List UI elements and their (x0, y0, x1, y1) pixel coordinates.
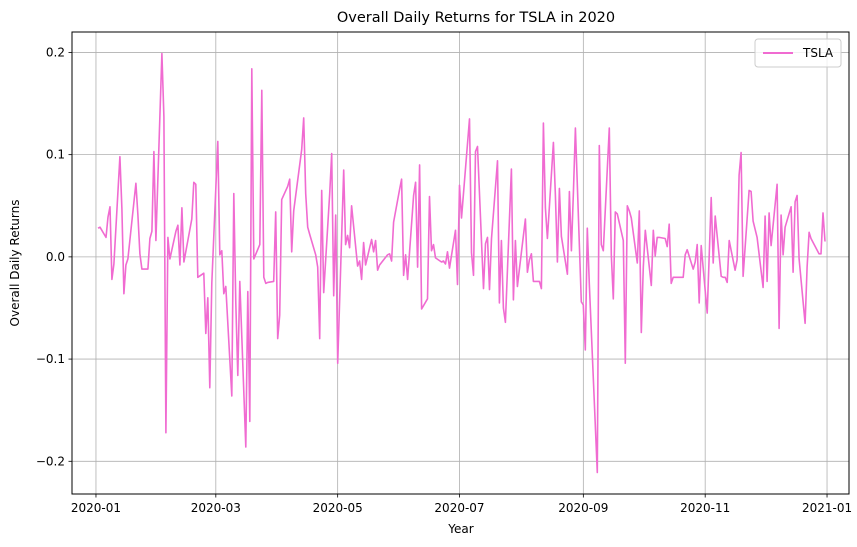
legend-label: TSLA (802, 46, 834, 60)
series-line-tsla (97, 52, 826, 474)
series-points (98, 53, 825, 472)
x-tick-label: 2020-11 (680, 501, 730, 515)
y-tick-label: 0.1 (46, 148, 65, 162)
x-tick-label: 2020-07 (434, 501, 484, 515)
x-tick-label: 2021-01 (802, 501, 852, 515)
x-tick-label: 2020-03 (191, 501, 241, 515)
plot-frame (71, 31, 850, 495)
chart-title: Overall Daily Returns for TSLA in 2020 (337, 10, 615, 26)
x-tick-label: 2020-05 (313, 501, 363, 515)
x-axis: 2020-01 2020-03 2020-05 2020-07 2020-09 2020-… (71, 494, 852, 515)
x-tick-label: 2020-09 (558, 501, 608, 515)
y-axis: 0.2 0.1 0.0 −0.1 −0.2 (36, 45, 72, 468)
x-tick-label: 2020-01 (71, 501, 121, 515)
x-axis-title: Year (447, 522, 473, 536)
y-tick-label: −0.1 (36, 352, 65, 366)
legend: TSLA (754, 38, 842, 68)
grid-lines (72, 32, 849, 494)
y-tick-label: 0.2 (46, 45, 65, 59)
y-axis-title: Overall Daily Returns (8, 200, 22, 327)
series-layer (97, 52, 826, 474)
y-tick-label: 0.0 (46, 250, 65, 264)
y-tick-label: −0.2 (36, 454, 65, 468)
legend-box (754, 38, 842, 68)
